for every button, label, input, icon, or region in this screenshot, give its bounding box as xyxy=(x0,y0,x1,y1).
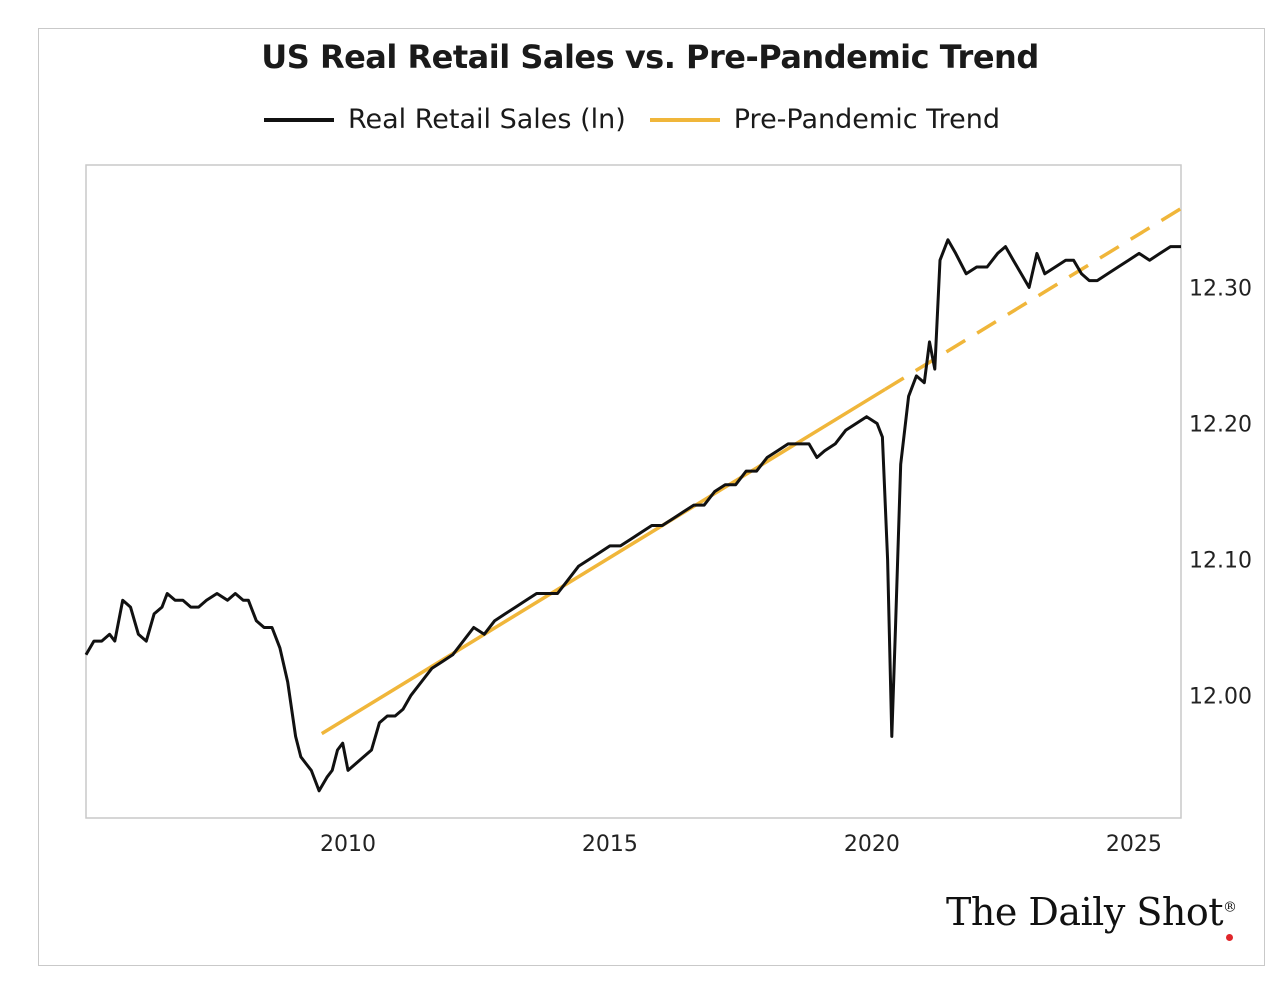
brand-dot xyxy=(1226,934,1233,941)
x-tick-label: 2025 xyxy=(1106,832,1162,857)
brand-logo: The Daily Shot® xyxy=(946,890,1237,934)
legend-label-sales: Real Retail Sales (ln) xyxy=(347,104,626,135)
y-tick-label: 12.00 xyxy=(1189,685,1252,710)
trend-line-dashed xyxy=(884,207,1182,391)
series-layer xyxy=(84,207,1182,793)
chart-frame xyxy=(38,28,1265,966)
y-axis: 12.00 12.10 12.20 12.30 xyxy=(1189,276,1252,709)
legend-swatch-trend xyxy=(649,117,720,122)
brand-text: The Daily Shot xyxy=(946,890,1224,934)
legend-swatch-sales xyxy=(263,117,334,122)
legend: Real Retail Sales (ln) Pre-Pandemic Tren… xyxy=(0,104,1264,135)
y-tick-label: 12.20 xyxy=(1189,412,1252,437)
series-line-real-retail-sales xyxy=(84,238,1181,793)
legend-item-trend: Pre-Pandemic Trend xyxy=(649,104,1001,135)
y-tick-label: 12.30 xyxy=(1189,276,1252,301)
y-tick-label: 12.10 xyxy=(1189,549,1252,574)
x-axis: 2010 2015 2020 2025 xyxy=(320,832,1162,857)
legend-label-trend: Pre-Pandemic Trend xyxy=(733,104,1001,135)
trend-line-solid xyxy=(320,387,886,736)
brand-registered-mark: ® xyxy=(1223,899,1237,916)
legend-item-sales: Real Retail Sales (ln) xyxy=(263,104,626,135)
x-tick-label: 2015 xyxy=(582,832,638,857)
x-tick-label: 2020 xyxy=(844,832,900,857)
chart-title: US Real Retail Sales vs. Pre-Pandemic Tr… xyxy=(261,38,1039,76)
plot-border xyxy=(85,164,1182,819)
x-tick-label: 2010 xyxy=(320,832,376,857)
